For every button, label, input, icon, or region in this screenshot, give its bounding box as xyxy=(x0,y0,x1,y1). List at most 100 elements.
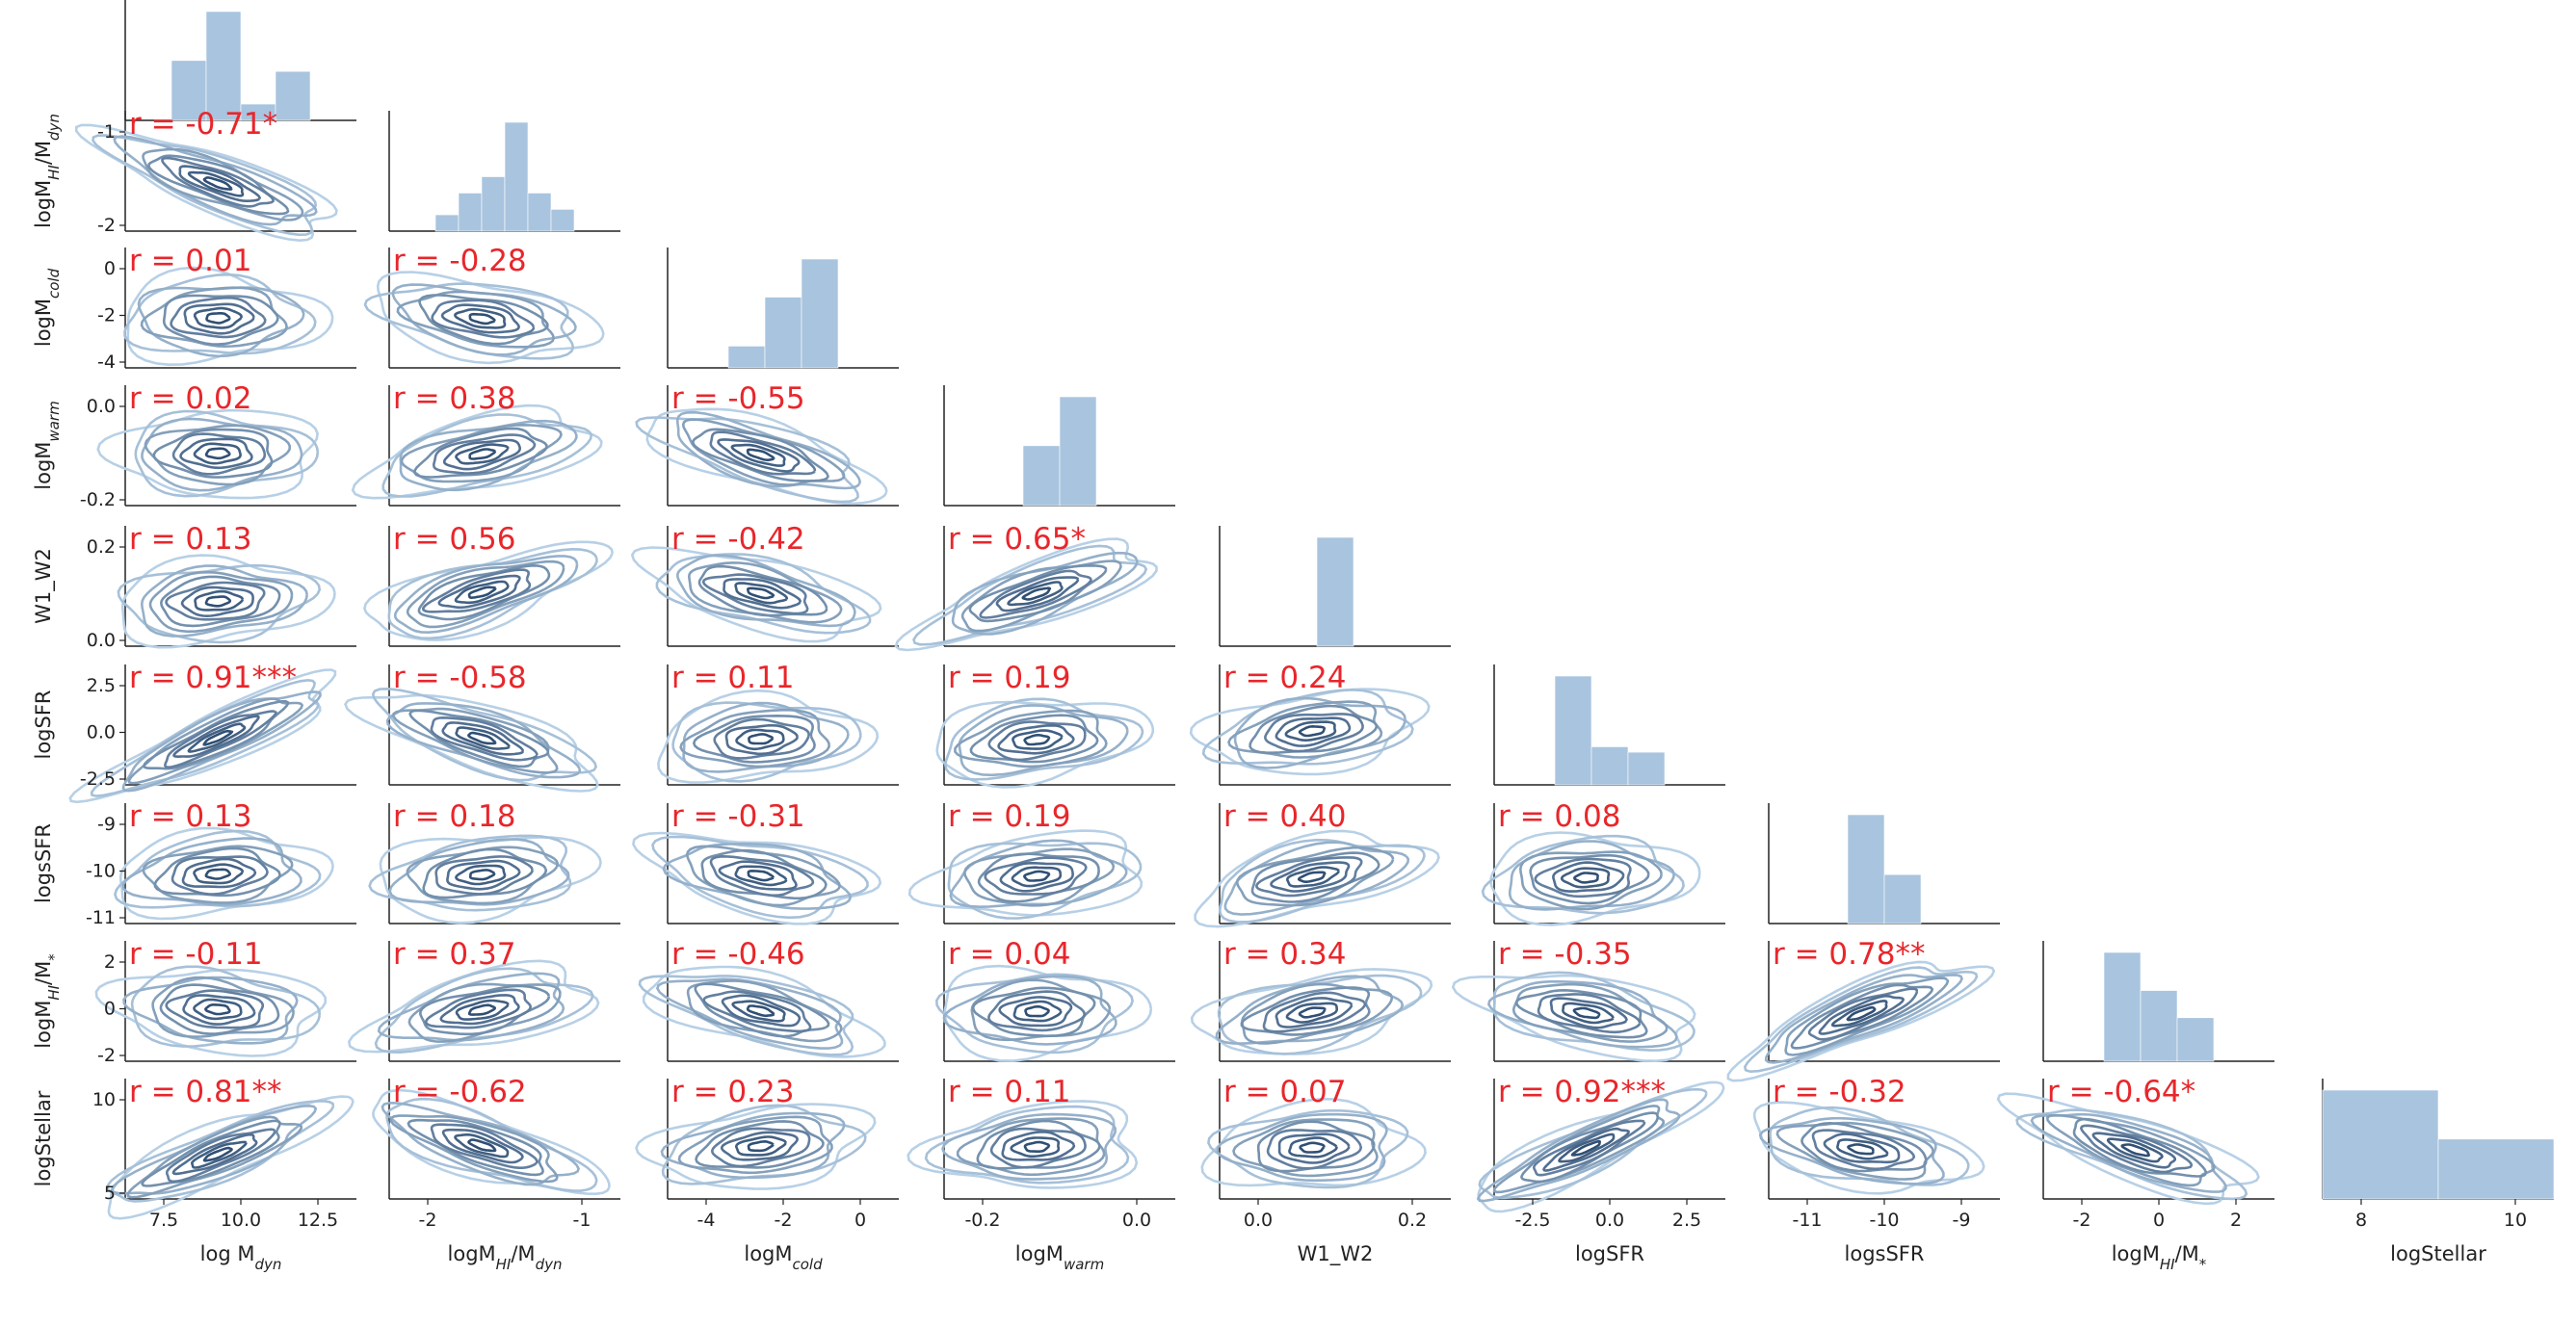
kde-contour xyxy=(677,1115,833,1175)
correlation-label: r = 0.02 xyxy=(129,381,251,416)
kde-contour xyxy=(467,731,497,745)
kde-contour xyxy=(377,972,565,1042)
x-axis-label-logMHIdyn: logMHI/Mdyn xyxy=(448,1242,563,1273)
kde-contour xyxy=(113,135,318,226)
correlation-label: r = -0.35 xyxy=(1498,937,1632,972)
kde-contour xyxy=(1558,1133,1616,1163)
kde-contour xyxy=(204,1003,231,1016)
x-axis-label-logMcold: logMcold xyxy=(744,1242,823,1273)
kde-contour xyxy=(68,668,337,804)
x-axis-label-logMHIstar: logMHI/M* xyxy=(2112,1242,2207,1273)
kde-contour xyxy=(1518,850,1663,911)
kde-contour xyxy=(1200,1097,1427,1187)
hist-bar xyxy=(171,60,207,121)
kde-contour xyxy=(723,578,802,610)
y-axis-label-logSFR: logSFR xyxy=(32,690,55,759)
hist-logsSFR xyxy=(1768,803,2000,924)
x-tick-label: -0.2 xyxy=(964,1210,1000,1231)
kde-W1_W2-vs-logMdyn: r = 0.13 0.2 0.0 xyxy=(87,522,356,651)
kde-contour xyxy=(746,448,775,462)
kde-contour xyxy=(193,863,245,885)
kde-contour xyxy=(701,573,809,615)
kde-logMHIstar-vs-logsSFR: r = 0.78** xyxy=(1726,937,2000,1082)
kde-contour xyxy=(989,1127,1087,1169)
kde-contour xyxy=(984,856,1088,896)
kde-contour xyxy=(162,294,279,346)
kde-contour xyxy=(202,729,234,746)
x-axis-label-logSFR: logSFR xyxy=(1575,1242,1644,1265)
kde-contour xyxy=(408,709,550,768)
y-axis-label-logMwarm: logMwarm xyxy=(32,401,63,489)
correlation-label: r = -0.62 xyxy=(393,1075,527,1109)
kde-contour xyxy=(2015,1108,2248,1201)
kde-contour xyxy=(431,299,536,339)
x-axis-label-logStellar: logStellar xyxy=(2390,1242,2486,1265)
kde-logSFR-vs-W1_W2: r = 0.24 xyxy=(1189,661,1451,786)
correlation-label: r = 0.23 xyxy=(671,1075,794,1109)
kde-contour xyxy=(1752,1101,1985,1195)
kde-contour xyxy=(467,586,497,600)
kde-contour xyxy=(1240,986,1371,1036)
kde-contour xyxy=(393,555,579,635)
kde-contour xyxy=(1492,1104,1666,1194)
kde-contour xyxy=(202,1146,233,1162)
kde-contour xyxy=(204,868,231,880)
x-tick-label: 7.5 xyxy=(149,1210,178,1231)
kde-contour xyxy=(351,404,603,500)
x-tick-label: 0 xyxy=(854,1210,866,1231)
kde-contour xyxy=(1562,1002,1615,1025)
kde-contour xyxy=(1010,1136,1061,1159)
kde-contour xyxy=(142,845,294,904)
kde-contour xyxy=(907,1100,1139,1189)
kde-contour xyxy=(1549,997,1628,1029)
kde-contour xyxy=(181,857,257,889)
kde-contour xyxy=(1216,1112,1388,1183)
kde-contour xyxy=(1830,1000,1888,1028)
kde-contour xyxy=(178,165,261,202)
kde-contour xyxy=(1285,1002,1338,1024)
hist-bar xyxy=(1059,396,1097,507)
hist-bar xyxy=(2437,1138,2555,1200)
kde-contour xyxy=(406,560,565,629)
kde-logMwarm-vs-logMdyn: r = 0.02 0.0 -0.2 xyxy=(80,381,356,510)
kde-contour xyxy=(1764,974,1963,1064)
kde-contour xyxy=(979,569,1092,619)
kde-contour xyxy=(407,1118,544,1177)
kde-contour xyxy=(1024,1004,1050,1018)
kde-contour xyxy=(180,586,254,618)
hist-bar xyxy=(727,346,766,369)
kde-contour xyxy=(454,307,507,329)
correlation-label: r = -0.31 xyxy=(671,799,805,834)
kde-contour xyxy=(1190,968,1433,1055)
x-axis-label-logMdyn: log Mdyn xyxy=(200,1242,282,1273)
kde-contour xyxy=(418,294,549,346)
kde-logSFR-vs-logMHIdyn: r = -0.58 xyxy=(344,661,620,793)
kde-logStellar-vs-logMHIdyn: r = -0.62 -2 -1 xyxy=(372,1075,620,1231)
kde-contour xyxy=(1256,1120,1376,1173)
kde-contour xyxy=(164,710,277,769)
y-tick-label: -2 xyxy=(97,305,116,326)
correlation-label: r = 0.92*** xyxy=(1498,1075,1666,1109)
kde-contour xyxy=(1298,724,1326,738)
kde-contour xyxy=(1552,861,1625,893)
kde-contour xyxy=(655,977,844,1050)
kde-contour xyxy=(418,984,551,1036)
kde-contour xyxy=(710,1127,811,1168)
kde-contour xyxy=(406,846,560,905)
kde-contour xyxy=(171,855,269,896)
kde-contour xyxy=(941,1112,1117,1181)
kde-contour xyxy=(413,427,548,479)
kde-contour xyxy=(702,990,812,1033)
kde-contour xyxy=(735,728,785,751)
y-tick-label: 0.0 xyxy=(87,630,116,651)
kde-contour xyxy=(912,544,1148,646)
hist-bar xyxy=(1627,751,1666,786)
kde-contour xyxy=(747,869,775,882)
kde-contour xyxy=(193,998,243,1021)
kde-logMcold-vs-logMHIdyn: r = -0.28 xyxy=(363,244,620,369)
kde-contour xyxy=(374,967,594,1055)
correlation-label: r = 0.07 xyxy=(1223,1075,1346,1109)
kde-contour xyxy=(1299,1141,1326,1154)
kde-contour xyxy=(718,860,798,891)
kde-contour xyxy=(454,580,510,605)
